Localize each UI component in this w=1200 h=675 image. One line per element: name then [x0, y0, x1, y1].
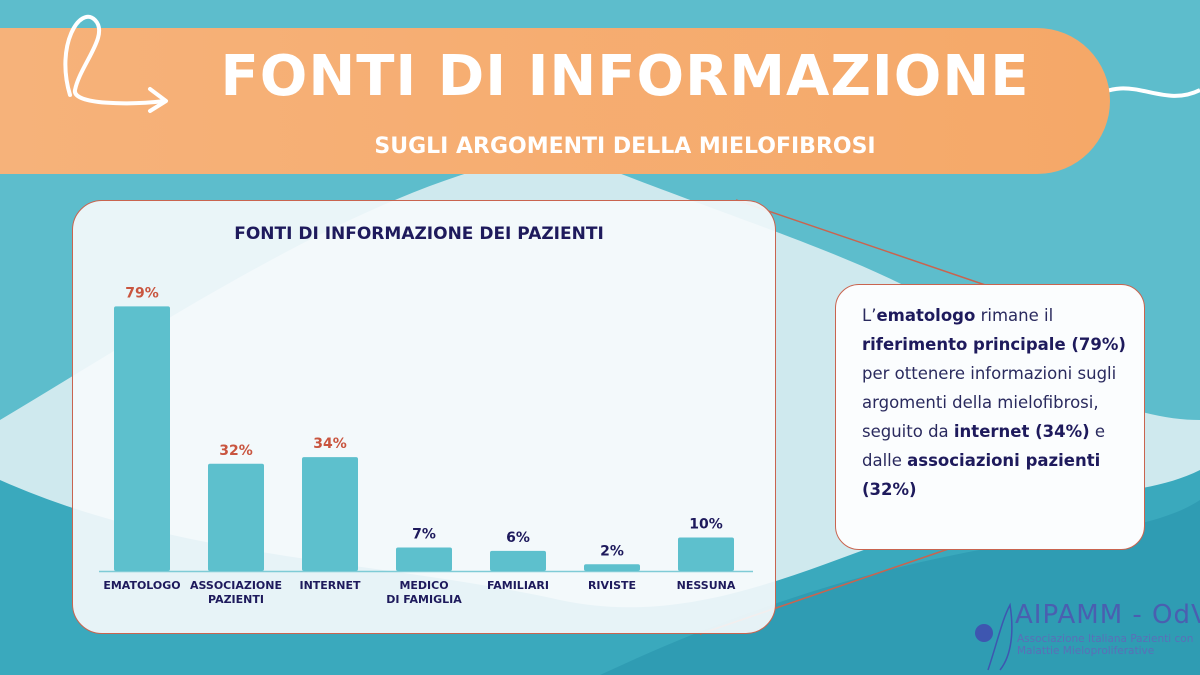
page-title: FONTI DI INFORMAZIONE — [220, 44, 1030, 109]
note-text-3: per ottenere informazioni sugli argoment… — [862, 364, 1117, 441]
logo-subtitle: Associazione Italiana Pazienti con Malat… — [1017, 633, 1194, 657]
bar — [396, 547, 452, 571]
note-text-1: L’ — [862, 306, 877, 325]
note-text-4: e dalle — [862, 422, 1106, 470]
chart-title: FONTI DI INFORMAZIONE DEI PAZIENTI — [234, 224, 604, 244]
category-label: RIVISTE — [588, 579, 636, 592]
bar-value-label: 7% — [412, 527, 436, 543]
bar — [490, 550, 546, 571]
category-label: FAMILIARI — [487, 579, 549, 592]
note-text-2: rimane il — [975, 306, 1054, 325]
category-label: NESSUNA — [677, 579, 736, 592]
bar-chart: FONTI DI INFORMAZIONE DEI PAZIENTI 79% EM… — [99, 224, 753, 606]
note-bold-4: associazioni pazienti (32%) — [862, 451, 1101, 499]
category-label: PAZIENTI — [208, 593, 264, 606]
swirl-arrow-icon — [63, 15, 168, 113]
title-banner — [0, 28, 1110, 174]
summary-note: L’ematologo rimane il riferimento princi… — [835, 284, 1145, 550]
bar-value-label: 34% — [313, 436, 347, 452]
bar — [114, 306, 170, 571]
bar — [208, 463, 264, 571]
chart-card: FONTI DI INFORMAZIONE DEI PAZIENTI 79% EM… — [72, 200, 776, 634]
bar — [302, 457, 358, 571]
note-bold-2: riferimento principale (79%) — [862, 335, 1126, 354]
category-label: EMATOLOGO — [103, 579, 180, 592]
bar-value-label: 10% — [689, 517, 723, 533]
category-label: ASSOCIAZIONE — [190, 579, 282, 592]
aipamm-logo-icon — [975, 602, 1013, 671]
page-subtitle: SUGLI ARGOMENTI DELLA MIELOFIBROSI — [374, 134, 876, 159]
bar-value-label: 6% — [506, 530, 530, 546]
note-bold-3: internet (34%) — [953, 422, 1090, 441]
category-label: DI FAMIGLIA — [386, 593, 462, 606]
bar-value-label: 79% — [125, 285, 159, 301]
category-label: INTERNET — [299, 579, 361, 592]
bar-value-label: 2% — [600, 543, 624, 559]
bar-value-label: 32% — [219, 443, 253, 459]
bar — [584, 564, 640, 571]
bar — [678, 537, 734, 571]
logo-name: AIPAMM - OdV — [1015, 600, 1200, 630]
note-bold-1: ematologo — [876, 306, 976, 325]
category-label: MEDICO — [399, 579, 448, 592]
